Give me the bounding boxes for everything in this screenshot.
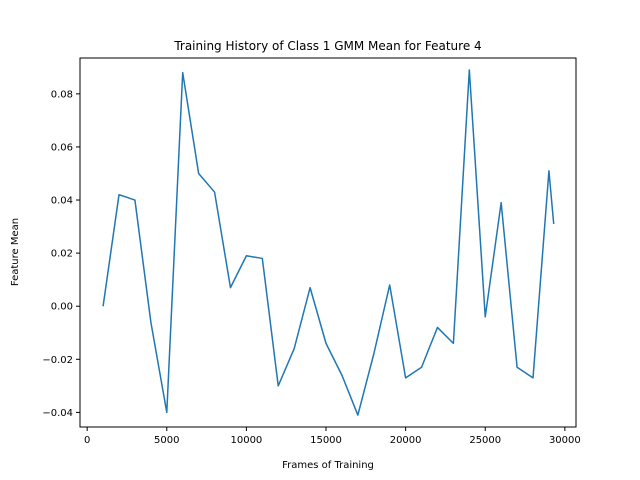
y-tick-label: 0.00 [51,302,73,313]
chart-title: Training History of Class 1 GMM Mean for… [173,39,481,53]
plot-area [102,69,555,416]
x-tick-label: 0 [84,435,90,446]
y-tick-label: 0.08 [51,89,73,100]
x-tick-label: 5000 [154,435,179,446]
x-tick-label: 20000 [390,435,422,446]
x-tick-label: 10000 [230,435,262,446]
axes-frame [79,57,577,428]
y-tick-label: −0.04 [42,408,73,419]
x-tick-label: 30000 [549,435,581,446]
x-tick-label: 15000 [310,435,342,446]
y-tick-label: 0.04 [51,196,73,207]
x-tick-label: 25000 [469,435,501,446]
series-line [102,69,555,416]
x-axis-label: Frames of Training [282,460,374,471]
x-axis: 0 5000 10000 15000 20000 25000 30000 [84,427,581,446]
y-tick-label: 0.02 [51,249,73,260]
y-axis-label: Feature Mean [10,218,21,286]
y-tick-label: 0.06 [51,142,73,153]
y-axis: −0.04 −0.02 0.00 0.02 0.04 0.06 0.08 [42,89,80,419]
y-tick-label: −0.02 [42,355,73,366]
